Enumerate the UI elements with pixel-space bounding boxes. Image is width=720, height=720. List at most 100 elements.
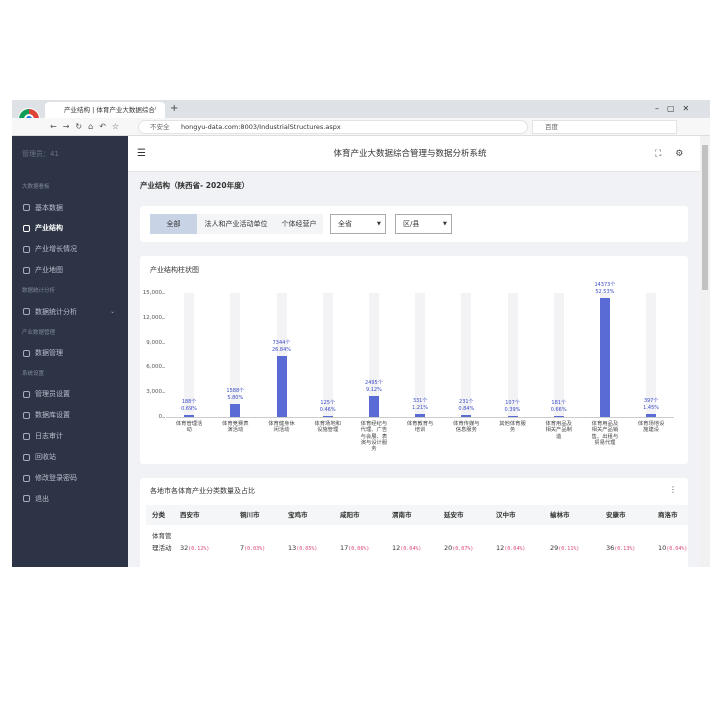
cell-share: (0.12%): [188, 546, 210, 552]
sidebar-item[interactable]: 回收站: [35, 453, 56, 462]
column-header: 榆林市: [550, 511, 570, 519]
cell-count: 20: [444, 544, 453, 552]
bar: [368, 396, 379, 417]
bar: [507, 416, 518, 417]
sidebar-icon: [23, 432, 30, 440]
bar-track: [368, 293, 379, 417]
share-label: 0.66%: [550, 406, 567, 413]
tick-mark: [162, 392, 165, 394]
share-label: 0.69%: [181, 406, 198, 413]
cell-share: (0.04%): [400, 546, 422, 552]
search-placeholder[interactable]: 百度: [545, 123, 558, 131]
table-cell: 29(0.11%): [550, 542, 579, 555]
column-header: 渭南市: [392, 511, 412, 519]
y-tick-label: 3,000: [146, 389, 162, 396]
value-label: 7344个: [272, 340, 291, 347]
scroll-thumb: [702, 145, 708, 290]
tab-title[interactable]: 产业结构 | 体育产业大数据综合管理: [64, 106, 156, 114]
bar-track: [415, 293, 426, 417]
table-cell: 13(0.05%): [288, 542, 317, 555]
menu-toggle[interactable]: ☰: [137, 148, 146, 159]
sidebar-item[interactable]: 数据管理: [35, 349, 63, 357]
filter-select[interactable]: 全省: [330, 214, 386, 234]
share-label: 0.46%: [319, 406, 336, 413]
security-label: 不安全: [150, 123, 170, 131]
share-label: 0.39%: [504, 407, 521, 414]
value-label: 397个: [643, 397, 659, 404]
bar: [415, 414, 426, 417]
sidebar-heading: 系统设置: [22, 370, 45, 377]
tab: [45, 102, 165, 118]
sidebar-item[interactable]: 产业结构: [35, 224, 63, 233]
header: [128, 136, 700, 172]
y-tick-label: 0: [158, 414, 163, 420]
x-tick-label: 体育管理活动: [175, 421, 203, 434]
cell-count: 7: [240, 544, 245, 552]
sidebar-icon: [23, 204, 30, 211]
x-axis: [166, 417, 675, 418]
bar: [553, 415, 564, 417]
cell-count: 17: [340, 544, 349, 552]
filter-tab[interactable]: 法人和产业活动单位: [197, 214, 275, 234]
table-cell: 12(0.04%): [392, 542, 421, 555]
header-title: 体育产业大数据综合管理与数据分析系统: [333, 149, 487, 159]
y-tick-label: 6,000: [146, 364, 162, 371]
sidebar-icon: [23, 390, 30, 398]
y-tick-label: 15,000: [142, 290, 162, 296]
filter-tab[interactable]: 全部: [150, 214, 197, 234]
bar-track: [276, 293, 287, 417]
sidebar-item[interactable]: 产业地图: [35, 266, 63, 275]
sidebar-heading: 大数据看板: [22, 184, 50, 190]
sidebar-heading: 数据统计分析: [22, 288, 56, 295]
sidebar-item[interactable]: 管理员设置: [35, 390, 70, 399]
filter-select[interactable]: 区/县: [395, 214, 452, 234]
x-tick-label: 体育场地和设施管理: [314, 421, 341, 434]
sidebar-item[interactable]: 数据库设置: [35, 411, 70, 420]
table-cell: 12(0.04%): [496, 542, 525, 555]
cell-count: 36: [606, 544, 615, 552]
select-arrow: ▼: [377, 221, 381, 227]
share-label: 52.53%: [595, 289, 615, 296]
share-label: 0.84%: [458, 406, 475, 413]
tick-mark: [162, 293, 165, 294]
table-cell: 7(0.03%): [240, 542, 265, 555]
sidebar-item[interactable]: 退出: [35, 494, 49, 503]
value-label: 181个: [551, 399, 566, 406]
sidebar-item[interactable]: 数据统计分析: [35, 307, 77, 316]
table-cell: 32(0.12%): [180, 542, 209, 555]
bar-track: [184, 293, 195, 417]
x-tick-label: 体育健身休闲活动: [268, 421, 295, 434]
column-header: 西安市: [180, 511, 200, 519]
sidebar-icon: [23, 349, 30, 357]
tick-mark: [162, 417, 165, 418]
cell-share: (0.04%): [666, 546, 688, 552]
value-label: 231个: [459, 399, 474, 406]
x-tick-label: 其他体育服务: [499, 421, 526, 434]
bar-track: [461, 293, 472, 417]
url[interactable]: hongyu-data.com:8003/IndustrialStructure…: [181, 123, 341, 131]
table-card: [140, 478, 688, 578]
cell-share: (0.05%): [296, 546, 318, 552]
sidebar-item[interactable]: 产业增长情况: [35, 245, 77, 254]
column-header: 宝鸡市: [288, 511, 308, 519]
sidebar-item[interactable]: 修改登录密码: [35, 474, 77, 482]
sidebar-icon: [23, 224, 30, 232]
table-cell: 36(0.13%): [606, 542, 635, 555]
sidebar-icon: [23, 474, 30, 482]
bar: [599, 298, 610, 417]
nav-buttons: ←→↻⌂↶☆: [50, 122, 126, 131]
tick-mark: [162, 317, 165, 319]
sidebar-item[interactable]: 日志审计: [35, 432, 63, 441]
table-header-row: [146, 505, 688, 525]
filter-tab[interactable]: 个体经营户: [275, 214, 323, 234]
cell-count: 32: [180, 544, 189, 552]
sidebar-item[interactable]: 基本数据: [35, 203, 63, 212]
bar: [322, 415, 333, 417]
bar-track: [507, 293, 518, 417]
sidebar-icon: [23, 245, 30, 253]
y-tick-label: 9,000: [146, 339, 162, 346]
cell-share: (0.13%): [614, 546, 636, 552]
more-button[interactable]: ⋮: [669, 485, 677, 494]
header-icons[interactable]: ⛶⚙: [655, 149, 698, 159]
new-tab[interactable]: +: [170, 103, 179, 114]
